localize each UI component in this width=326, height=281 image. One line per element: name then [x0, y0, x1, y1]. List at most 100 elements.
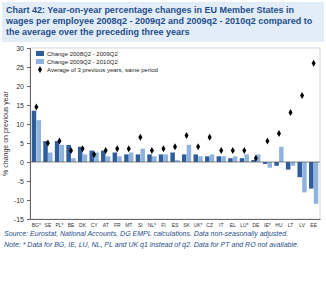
point: [34, 103, 38, 110]
y-tick-label: 25: [16, 64, 24, 71]
bar: [124, 154, 129, 162]
zero-line: [30, 162, 320, 163]
bar: [274, 162, 279, 166]
y-tick-label: 15: [16, 102, 24, 109]
y-tick-mark: [27, 48, 30, 49]
x-tick-label: SK: [183, 222, 190, 228]
x-tick: IT: [219, 219, 223, 228]
x-tick: SK: [183, 219, 190, 228]
legend-swatch: [36, 59, 44, 64]
plot: -15-10-5051015202530BG*SEPL*BEDKCYATFRMT…: [14, 45, 321, 228]
x-tick-label: SE: [45, 222, 52, 228]
y-tick: 25: [16, 64, 30, 71]
bar: [198, 156, 203, 162]
x-tick-label: DK: [79, 222, 87, 228]
y-tick-mark: [27, 219, 30, 220]
x-tick-label: CY: [91, 222, 99, 228]
point: [69, 147, 73, 154]
point: [57, 138, 61, 145]
point: [208, 134, 212, 141]
y-tick: 20: [16, 83, 30, 90]
bar: [55, 141, 60, 162]
bar: [314, 162, 319, 204]
x-tick: FI: [161, 219, 165, 228]
x-tick: LV: [299, 219, 305, 228]
point: [150, 147, 154, 154]
bar: [221, 156, 226, 162]
y-tick: -15: [14, 216, 30, 223]
point: [196, 143, 200, 150]
y-tick: -5: [18, 178, 30, 185]
bar: [233, 156, 238, 162]
bar: [279, 147, 284, 162]
point: [277, 130, 281, 137]
y-tick: 15: [16, 102, 30, 109]
bar: [60, 145, 65, 162]
x-tick: LT: [288, 219, 293, 228]
bar: [106, 156, 111, 162]
text-line: Note: * Data for BG, IE, LU, NL, PL and …: [4, 241, 299, 249]
y-axis: -15-10-5051015202530: [14, 45, 31, 223]
text-line: Chart 42: Year-on-year percentage change…: [6, 5, 294, 15]
x-tick: CY: [91, 219, 99, 228]
x-tick-label: MT: [125, 222, 132, 228]
x-tick-label: IE*: [264, 222, 271, 228]
y-tick: 10: [16, 121, 30, 128]
point: [185, 132, 189, 139]
y-tick-mark: [27, 67, 30, 68]
x-axis-line: [31, 219, 321, 220]
bar: [244, 154, 249, 162]
bar: [240, 158, 245, 162]
y-axis-title: % change on previous year: [2, 90, 10, 175]
point: [92, 151, 96, 158]
point: [161, 145, 165, 152]
y-tick-label: 30: [16, 45, 24, 52]
bar: [140, 149, 145, 162]
x-tick: AT: [103, 219, 109, 228]
y-tick: 5: [20, 140, 30, 147]
bar: [159, 154, 164, 162]
point: [173, 143, 177, 150]
marks: [32, 60, 319, 204]
x-tick: ES: [172, 219, 179, 228]
text-line: wages per employee 2008q2 - 2009q2 and 2…: [5, 16, 313, 26]
x-tick: DK: [79, 219, 87, 228]
x-tick: EE: [310, 219, 317, 228]
x-tick-label: EE: [310, 222, 317, 228]
y-tick-label: -10: [14, 197, 24, 204]
x-tick-label: DE: [252, 222, 260, 228]
point: [231, 147, 235, 154]
bar: [170, 153, 175, 163]
bar: [205, 156, 210, 162]
bar: [48, 153, 53, 163]
x-tick-label: LT: [288, 222, 293, 228]
x-tick: SI: [138, 219, 143, 228]
y-tick-label: -15: [14, 216, 24, 223]
title-panel: [2, 2, 324, 42]
y-tick-mark: [27, 181, 30, 182]
x-tick: MT: [125, 219, 132, 228]
x-tick: NL*: [148, 219, 156, 228]
x-tick-label: CZ: [206, 222, 213, 228]
x-tick-label: LV: [299, 222, 305, 228]
legend-label: Average of 3 previous years, same period: [47, 67, 158, 73]
y-tick-label: 5: [20, 140, 24, 147]
x-tick-label: BE: [68, 222, 75, 228]
point: [81, 145, 85, 152]
point: [254, 155, 258, 162]
y-axis-line: [27, 49, 31, 220]
point: [242, 147, 246, 154]
bar: [66, 145, 71, 162]
legend-label: Change 2009Q2 - 2010Q2: [47, 59, 118, 65]
x-tick-label: HU: [275, 222, 283, 228]
point: [46, 140, 50, 147]
x-tick: IE*: [264, 219, 271, 228]
y-tick: 30: [16, 45, 30, 52]
bar: [117, 156, 122, 162]
point: [265, 138, 269, 145]
legend-label: Change 2008Q2 - 2009Q2: [47, 51, 118, 57]
x-tick: FR: [114, 219, 121, 228]
x-tick-label: SI: [138, 222, 143, 228]
bar: [147, 154, 152, 162]
y-tick-mark: [27, 143, 30, 144]
